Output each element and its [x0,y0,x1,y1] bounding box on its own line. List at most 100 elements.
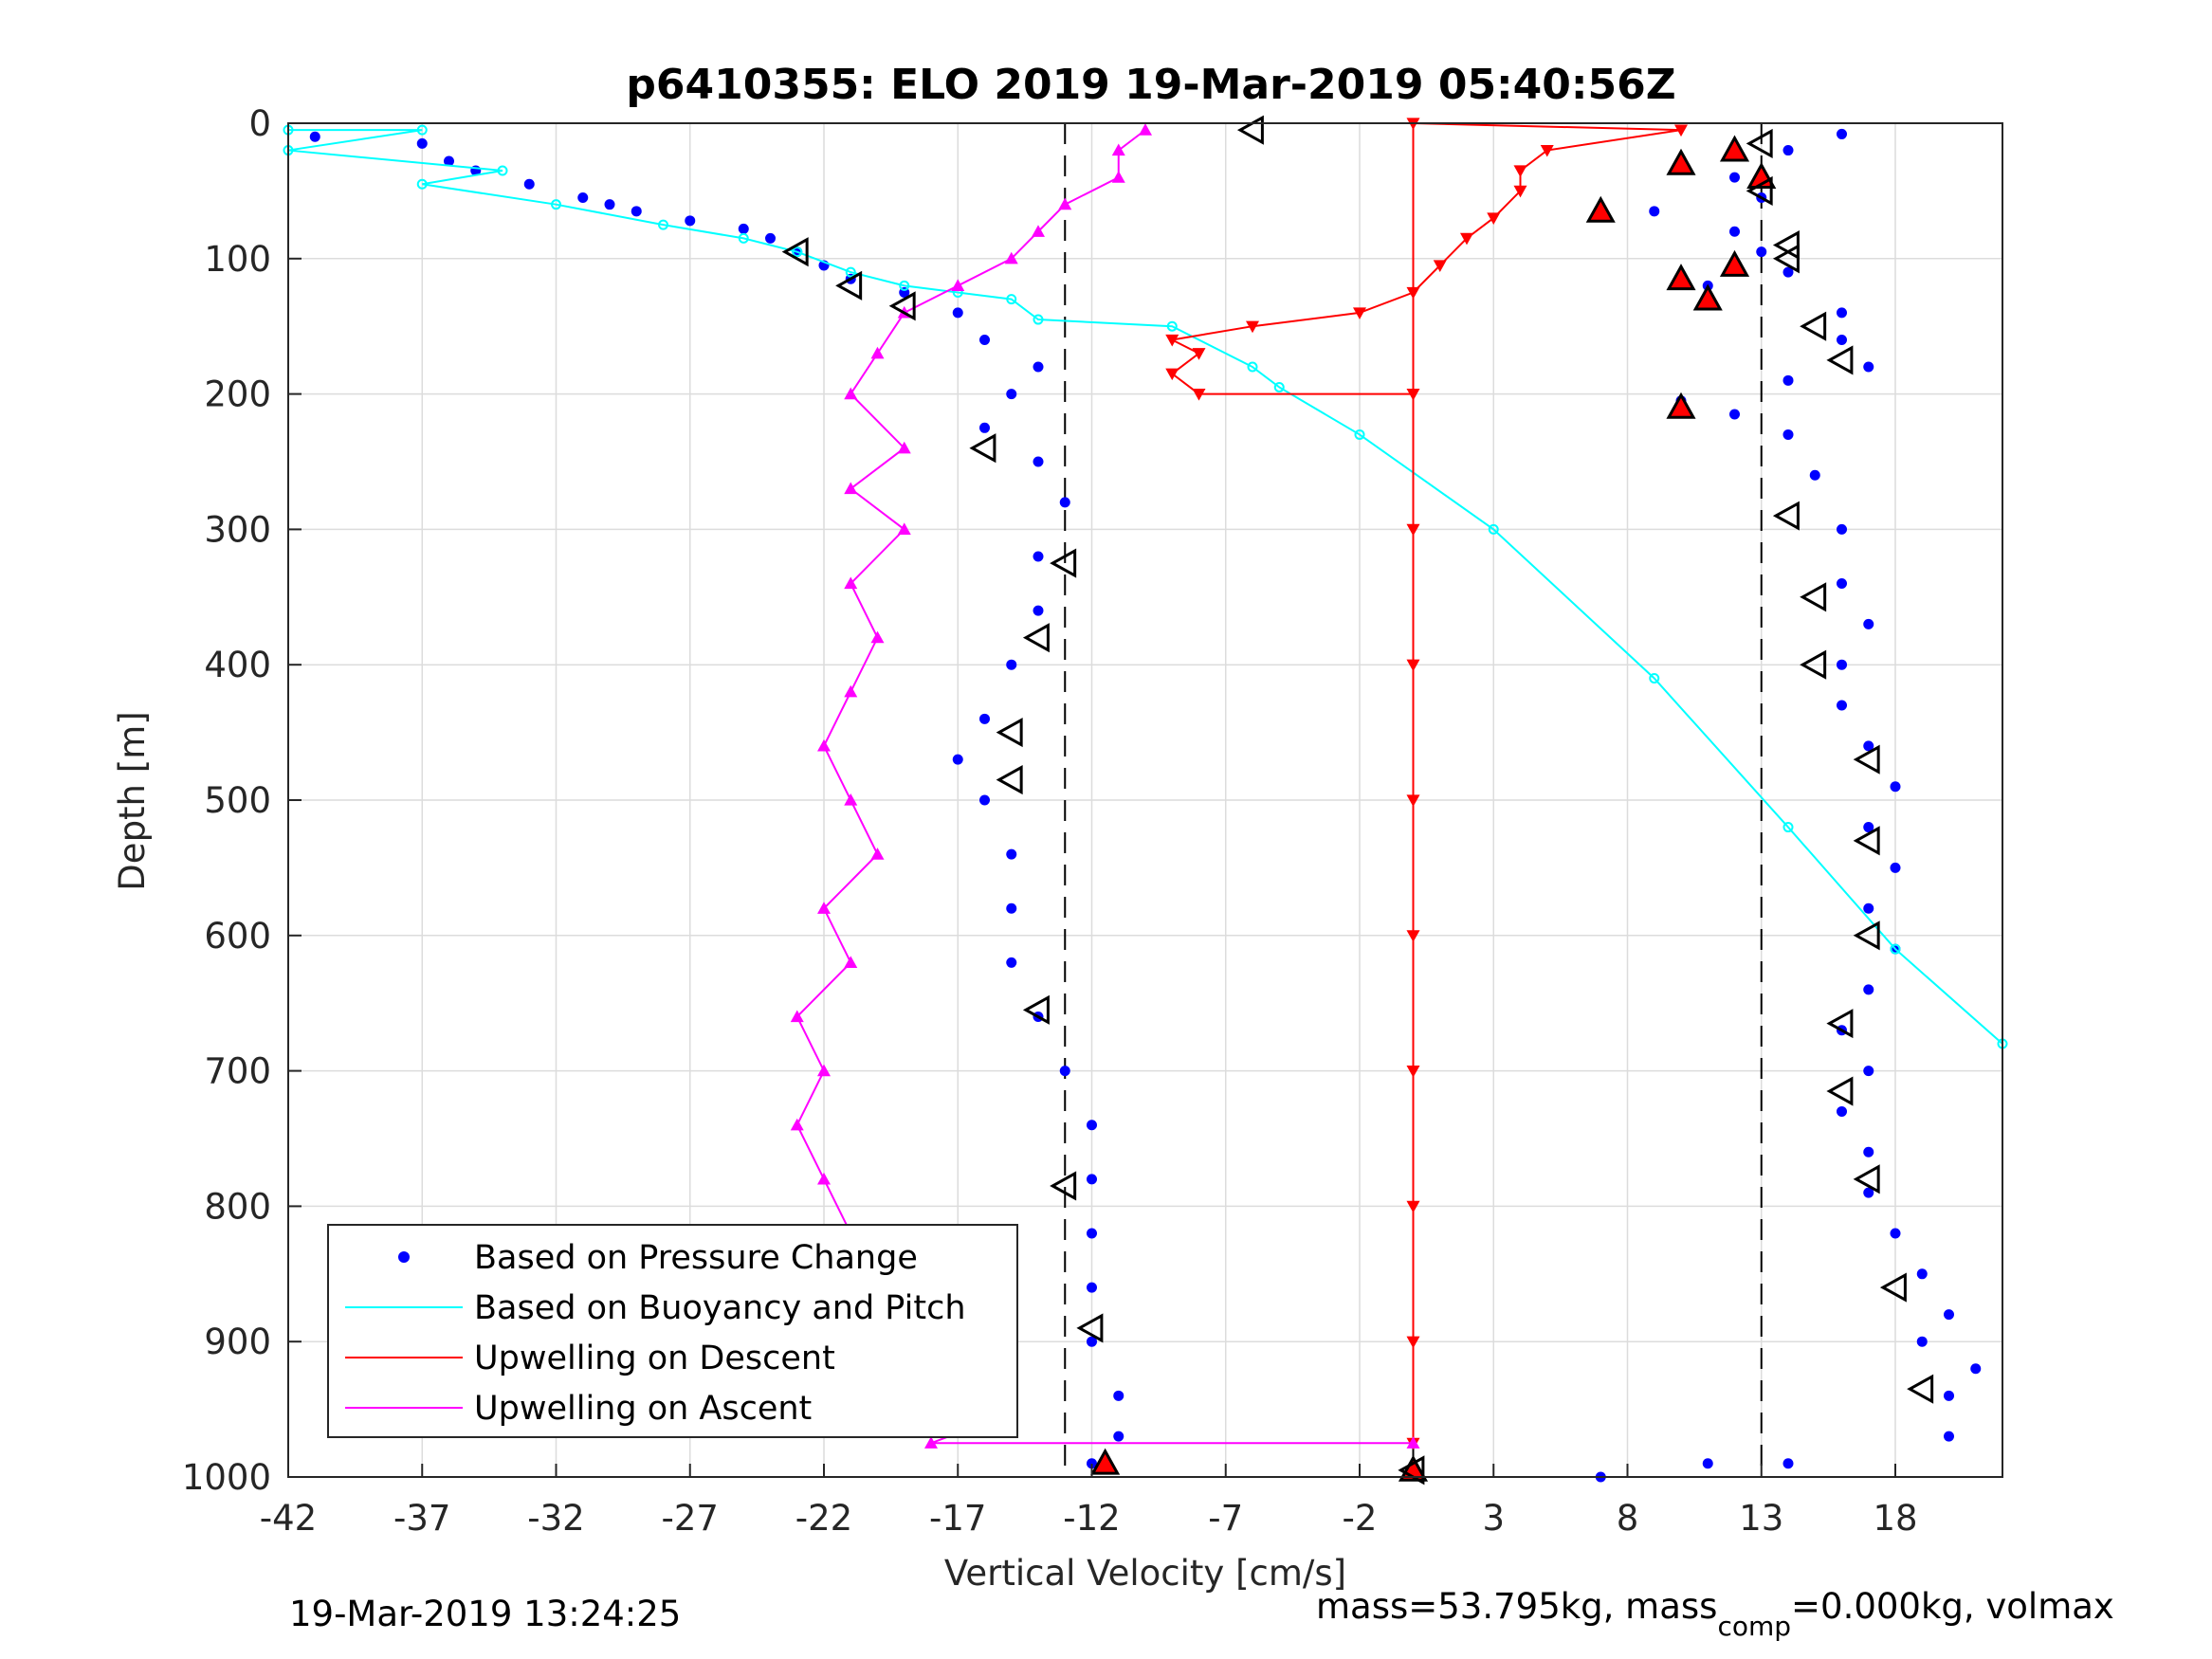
data-point [1406,1436,1420,1449]
data-point [844,956,858,968]
data-point [1729,226,1740,237]
data-point [817,1172,831,1185]
data-point [1006,294,1017,305]
series-line [287,129,2003,1045]
data-point [1540,144,1554,157]
marker-point [1236,115,1264,145]
data-point [790,1010,804,1023]
x-tick-label: -42 [260,1498,317,1539]
marker-point [1022,623,1050,653]
data-point [1837,578,1847,590]
data-point [1944,1309,1954,1321]
data-point [1837,659,1847,670]
data-point [1916,1336,1928,1347]
chart-title: p6410355: ELO 2019 19-Mar-2019 05:40:56Z [626,61,1675,109]
marker-point [1050,548,1077,578]
marker-point [1826,1076,1854,1106]
footer-timestamp: 19-Mar-2019 13:24:25 [289,1594,681,1634]
data-point [1782,374,1794,386]
marker-point [1772,501,1800,531]
data-point [1837,334,1847,345]
marker-point [1076,1313,1104,1343]
data-point [1006,848,1017,860]
data-point [1488,523,1499,535]
y-tick-label: 200 [204,374,271,415]
data-point [1729,409,1740,420]
y-axis-label: Depth [m] [112,711,153,890]
data-point [790,1118,804,1131]
marker-point [1022,994,1050,1025]
data-point [1649,206,1660,217]
data-point [416,124,428,136]
data-point [1782,266,1794,278]
data-point [979,713,990,724]
data-point [897,522,911,535]
marker-point [1090,1448,1121,1475]
data-point [1273,381,1285,392]
marker-point [1853,744,1880,775]
data-point [844,387,858,400]
data-point [1192,348,1206,360]
marker-point [996,718,1023,748]
data-point [577,192,589,204]
data-point [979,794,990,806]
data-point [658,219,668,230]
data-point [1782,145,1794,156]
data-point [1033,456,1044,467]
marker-point [1826,345,1854,375]
legend-label: Upwelling on Descent [474,1340,835,1377]
data-point [1059,497,1070,508]
data-point [1087,1336,1097,1347]
x-tick-label: -17 [929,1498,986,1539]
data-point [979,334,990,345]
legend-box [327,1224,1018,1438]
data-point [817,1064,831,1077]
data-point [309,131,320,142]
series-line [1169,121,1682,1444]
y-tick-label: 500 [204,780,271,821]
data-point [1782,428,1794,440]
x-tick-label: -37 [393,1498,450,1539]
data-point [844,793,858,806]
data-point [1756,246,1767,258]
marker-point [969,433,996,464]
data-point [1406,286,1420,300]
y-tick-label: 400 [204,645,271,685]
data-point [1890,862,1901,873]
marker-point [1879,1272,1907,1303]
data-point [1247,361,1258,373]
footer-mass-b: =0.000kg, volmax [1791,1586,2114,1627]
data-point [1406,659,1420,672]
marker-point [1772,244,1800,274]
footer-mass-a: mass=53.795kg, mass [1316,1586,1717,1627]
data-point [924,1436,938,1449]
marker-point [1853,1164,1880,1194]
legend-label: Upwelling on Ascent [474,1390,812,1428]
data-point [1033,361,1044,373]
data-point [952,754,963,765]
data-point [1837,700,1847,711]
data-point [1513,165,1527,177]
marker-point [1585,195,1616,223]
data-point [765,232,776,244]
data-point [845,266,856,278]
x-tick-label: 8 [1617,1498,1639,1539]
data-point [1354,428,1365,440]
marker-point [1666,148,1696,175]
data-point [1192,389,1206,401]
data-point [1649,672,1660,684]
data-point [1006,902,1017,914]
data-point [1863,1187,1874,1198]
data-point [1890,781,1901,793]
data-point [551,199,561,210]
data-point [631,206,642,217]
data-point [979,422,990,433]
marker-point [996,765,1023,795]
data-point [1165,334,1179,347]
data-point [1863,902,1874,914]
data-point [1782,1458,1794,1469]
y-tick-label: 1000 [182,1457,271,1498]
y-tick-label: 300 [204,509,271,550]
data-point [870,848,885,860]
